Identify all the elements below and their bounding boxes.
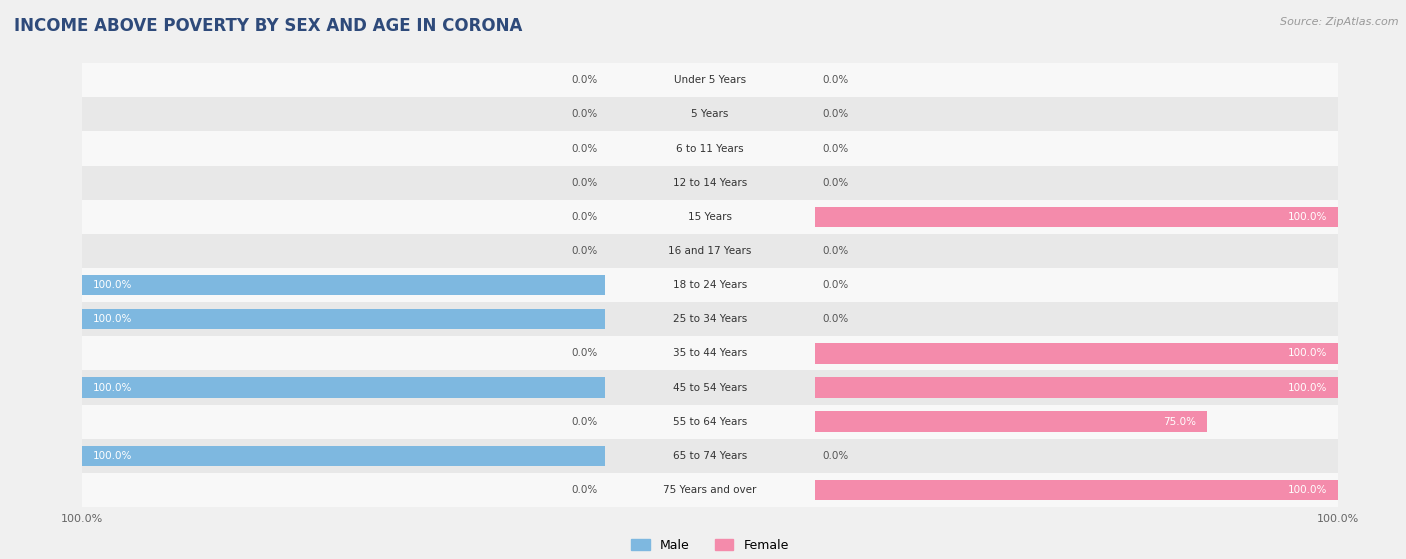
Bar — [83, 473, 1337, 507]
Bar — [83, 309, 606, 329]
Legend: Male, Female: Male, Female — [631, 539, 789, 552]
Bar — [83, 302, 1337, 337]
Text: 100.0%: 100.0% — [1288, 212, 1327, 222]
Text: 0.0%: 0.0% — [571, 246, 598, 256]
Bar — [814, 377, 1337, 398]
Bar — [83, 268, 1337, 302]
Text: 0.0%: 0.0% — [571, 144, 598, 154]
Bar — [83, 275, 606, 295]
Bar — [83, 234, 1337, 268]
Text: 0.0%: 0.0% — [823, 110, 849, 120]
Bar — [814, 411, 1206, 432]
Text: 0.0%: 0.0% — [823, 451, 849, 461]
Text: 100.0%: 100.0% — [1288, 348, 1327, 358]
Text: 0.0%: 0.0% — [571, 348, 598, 358]
Text: 100.0%: 100.0% — [93, 280, 132, 290]
Text: 100.0%: 100.0% — [1288, 485, 1327, 495]
Text: 12 to 14 Years: 12 to 14 Years — [673, 178, 747, 188]
Text: 0.0%: 0.0% — [571, 178, 598, 188]
Text: 0.0%: 0.0% — [571, 416, 598, 427]
Text: 0.0%: 0.0% — [823, 178, 849, 188]
Bar — [83, 377, 606, 398]
Bar — [814, 343, 1337, 363]
Bar — [83, 97, 1337, 131]
Bar — [83, 405, 1337, 439]
Bar — [83, 131, 1337, 165]
Text: 0.0%: 0.0% — [823, 75, 849, 86]
Bar — [814, 480, 1337, 500]
Text: Under 5 Years: Under 5 Years — [673, 75, 747, 86]
Bar — [83, 63, 1337, 97]
Text: 0.0%: 0.0% — [823, 314, 849, 324]
Text: 15 Years: 15 Years — [688, 212, 733, 222]
Text: 0.0%: 0.0% — [571, 110, 598, 120]
Text: 18 to 24 Years: 18 to 24 Years — [673, 280, 747, 290]
Bar — [814, 207, 1337, 227]
Bar — [83, 337, 1337, 371]
Text: 100.0%: 100.0% — [93, 382, 132, 392]
Text: 0.0%: 0.0% — [571, 212, 598, 222]
Text: Source: ZipAtlas.com: Source: ZipAtlas.com — [1281, 17, 1399, 27]
Text: 45 to 54 Years: 45 to 54 Years — [673, 382, 747, 392]
Text: 16 and 17 Years: 16 and 17 Years — [668, 246, 752, 256]
Bar — [83, 439, 1337, 473]
Text: 25 to 34 Years: 25 to 34 Years — [673, 314, 747, 324]
Text: 5 Years: 5 Years — [692, 110, 728, 120]
Text: 75.0%: 75.0% — [1163, 416, 1197, 427]
Text: 65 to 74 Years: 65 to 74 Years — [673, 451, 747, 461]
Text: 0.0%: 0.0% — [571, 485, 598, 495]
Text: 6 to 11 Years: 6 to 11 Years — [676, 144, 744, 154]
Text: 0.0%: 0.0% — [571, 75, 598, 86]
Text: 100.0%: 100.0% — [93, 451, 132, 461]
Text: INCOME ABOVE POVERTY BY SEX AND AGE IN CORONA: INCOME ABOVE POVERTY BY SEX AND AGE IN C… — [14, 17, 523, 35]
Bar — [83, 165, 1337, 200]
Text: 100.0%: 100.0% — [1288, 382, 1327, 392]
Text: 55 to 64 Years: 55 to 64 Years — [673, 416, 747, 427]
Bar — [83, 446, 606, 466]
Bar — [83, 371, 1337, 405]
Text: 75 Years and over: 75 Years and over — [664, 485, 756, 495]
Bar — [83, 200, 1337, 234]
Text: 35 to 44 Years: 35 to 44 Years — [673, 348, 747, 358]
Text: 100.0%: 100.0% — [93, 314, 132, 324]
Text: 0.0%: 0.0% — [823, 246, 849, 256]
Text: 0.0%: 0.0% — [823, 280, 849, 290]
Text: 0.0%: 0.0% — [823, 144, 849, 154]
